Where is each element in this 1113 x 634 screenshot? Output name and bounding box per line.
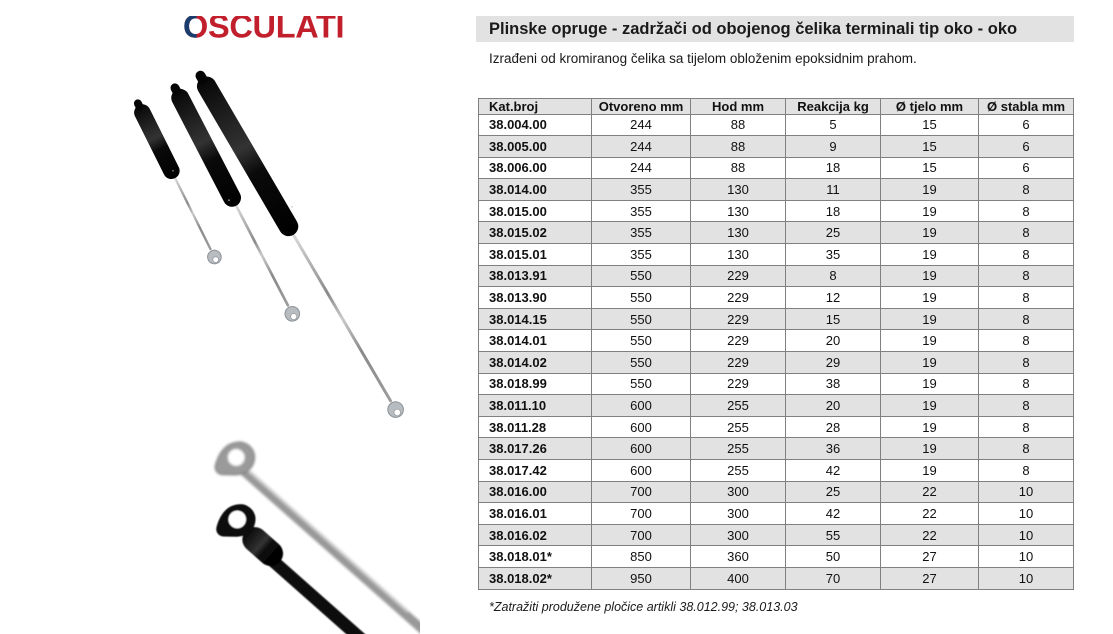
svg-text:OSCULATI: OSCULATI	[183, 16, 344, 44]
